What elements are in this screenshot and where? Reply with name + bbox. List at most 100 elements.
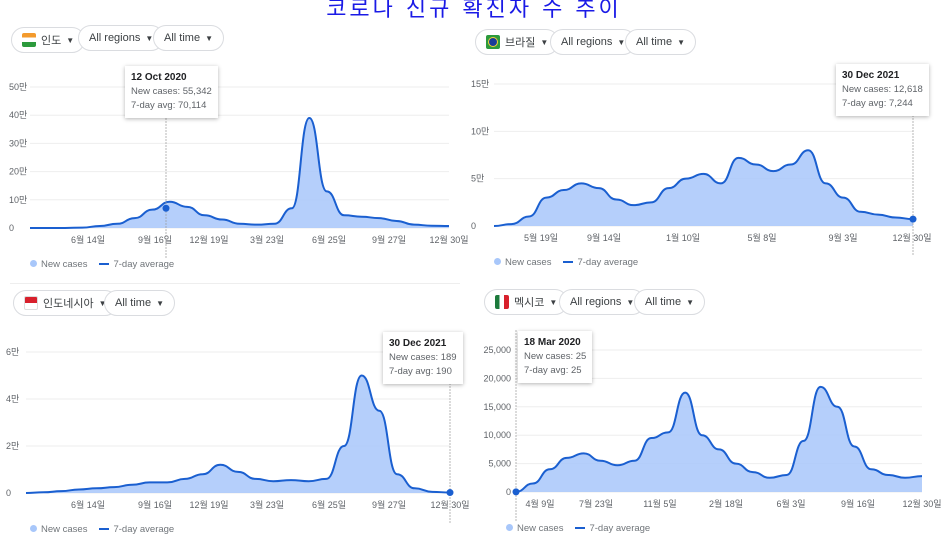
y-tick-label: 0 — [506, 487, 511, 497]
x-tick-label: 12월 19일 — [189, 234, 228, 245]
caret-down-icon: ▼ — [677, 37, 685, 47]
tooltip-new-cases: New cases: 12,618 — [842, 84, 923, 95]
country-select[interactable]: 인도네시아 ▼ — [13, 290, 118, 316]
hover-point — [162, 204, 170, 212]
x-tick-label: 9월 3일 — [828, 232, 857, 243]
legend: New cases 7-day average — [30, 524, 174, 535]
region-label: All regions — [570, 296, 622, 308]
legend: New cases 7-day average — [494, 257, 638, 268]
caret-down-icon: ▼ — [626, 297, 635, 307]
tooltip-date: 12 Oct 2020 — [131, 72, 187, 83]
tooltip: 18 Mar 2020 New cases: 25 7-day avg: 25 — [518, 331, 593, 383]
divider — [10, 283, 460, 284]
x-tick-label: 4월 9일 — [525, 498, 554, 509]
caret-down-icon: ▼ — [205, 33, 213, 43]
x-tick-label: 6월 3일 — [776, 498, 805, 509]
x-tick-label: 9월 16일 — [138, 499, 172, 510]
y-tick-label: 10만 — [9, 195, 27, 205]
y-tick-label: 4만 — [6, 394, 19, 404]
y-tick-label: 40만 — [9, 110, 27, 120]
y-tick-label: 30만 — [9, 138, 27, 148]
region-select[interactable]: All regions ▼ — [550, 29, 637, 55]
time-label: All time — [636, 36, 673, 48]
country-select[interactable]: 브라질 ▼ — [475, 29, 560, 55]
new-cases-area — [30, 118, 449, 228]
tooltip: 12 Oct 2020 New cases: 55,342 7-day avg: 7… — [125, 66, 218, 118]
legend-avg: 7-day average — [575, 523, 650, 534]
tooltip-new-cases: New cases: 25 — [524, 351, 587, 362]
legend-new-cases: New cases — [494, 257, 551, 268]
caret-down-icon: ▼ — [617, 37, 626, 47]
x-tick-label: 12월 30일 — [429, 234, 468, 245]
country-select[interactable]: 멕시코 ▼ — [484, 289, 569, 315]
time-label: All time — [115, 297, 152, 309]
caret-down-icon: ▼ — [540, 37, 549, 47]
time-select[interactable]: All time ▼ — [634, 289, 705, 315]
brazil-flag-icon — [486, 35, 500, 49]
x-tick-label: 7월 23일 — [579, 498, 613, 509]
x-tick-label: 9월 16일 — [841, 498, 875, 509]
tooltip-avg: 7-day avg: 70,114 — [131, 100, 207, 111]
tooltip-avg: 7-day avg: 190 — [389, 366, 452, 377]
tooltip-new-cases: New cases: 189 — [389, 352, 457, 363]
seven-day-average-line — [515, 385, 923, 493]
x-tick-label: 12월 30일 — [892, 232, 931, 243]
time-select[interactable]: All time ▼ — [153, 25, 224, 51]
legend-new-cases: New cases — [30, 259, 87, 270]
page-title: 코로나 신규 확진자 수 추이 — [326, 0, 622, 22]
caret-down-icon: ▼ — [156, 298, 164, 308]
x-tick-label: 6월 14일 — [71, 234, 105, 245]
legend: New cases 7-day average — [30, 259, 174, 270]
indonesia-flag-icon — [24, 296, 38, 310]
seven-day-average-line — [30, 117, 450, 229]
tooltip-date: 30 Dec 2021 — [842, 70, 900, 81]
legend-avg: 7-day average — [563, 257, 638, 268]
legend-new-cases: New cases — [506, 523, 563, 534]
x-tick-label: 9월 14일 — [587, 232, 621, 243]
x-tick-label: 12월 19일 — [189, 499, 228, 510]
tooltip-date: 30 Dec 2021 — [389, 338, 447, 349]
x-tick-label: 5월 8일 — [747, 232, 776, 243]
time-select[interactable]: All time ▼ — [625, 29, 696, 55]
new-cases-area — [516, 386, 922, 492]
region-select[interactable]: All regions ▼ — [78, 25, 165, 51]
y-tick-label: 25,000 — [483, 345, 511, 355]
caret-down-icon: ▼ — [66, 35, 75, 45]
x-tick-label: 3월 23일 — [250, 234, 284, 245]
tooltip-new-cases: New cases: 55,342 — [131, 86, 212, 97]
region-select[interactable]: All regions ▼ — [559, 289, 646, 315]
x-tick-label: 6월 14일 — [71, 499, 105, 510]
legend-avg: 7-day average — [99, 259, 174, 270]
x-tick-label: 1월 10일 — [666, 232, 700, 243]
new-cases-area — [494, 150, 913, 226]
x-tick-label: 9월 16일 — [138, 234, 172, 245]
tooltip: 30 Dec 2021 New cases: 12,618 7-day avg: 7… — [836, 64, 929, 116]
x-tick-label: 12월 30일 — [902, 498, 941, 509]
mexico-flag-icon — [495, 295, 509, 309]
caret-down-icon: ▼ — [98, 298, 107, 308]
time-label: All time — [164, 32, 201, 44]
time-label: All time — [645, 296, 682, 308]
y-tick-label: 2만 — [6, 441, 19, 451]
hover-point — [909, 215, 917, 223]
caret-down-icon: ▼ — [549, 297, 558, 307]
region-label: All regions — [561, 36, 613, 48]
tooltip-avg: 7-day avg: 7,244 — [842, 98, 913, 109]
time-select[interactable]: All time ▼ — [104, 290, 175, 316]
caret-down-icon: ▼ — [686, 297, 694, 307]
x-tick-label: 6월 25일 — [312, 499, 346, 510]
country-label: 인도 — [41, 35, 62, 47]
x-tick-label: 9월 27일 — [372, 234, 406, 245]
y-tick-label: 5,000 — [488, 459, 511, 469]
x-tick-label: 2월 18일 — [709, 498, 743, 509]
tooltip-date: 18 Mar 2020 — [524, 337, 581, 348]
country-select[interactable]: 인도 ▼ — [11, 27, 86, 53]
tooltip-avg: 7-day avg: 25 — [524, 365, 582, 376]
y-tick-label: 10,000 — [483, 430, 511, 440]
y-tick-label: 20만 — [9, 167, 27, 177]
country-label: 인도네시아 — [43, 298, 94, 310]
y-tick-label: 15만 — [471, 79, 489, 89]
y-tick-label: 0 — [6, 488, 11, 498]
x-tick-label: 11월 5일 — [643, 498, 676, 509]
